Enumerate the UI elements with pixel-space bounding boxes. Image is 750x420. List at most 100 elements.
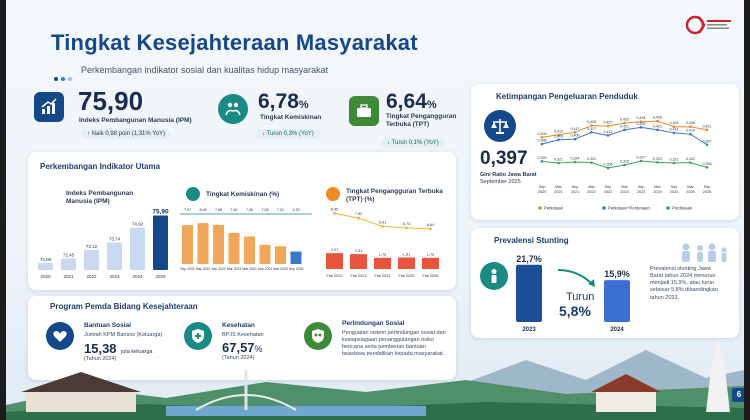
gini-x-tick-year: 2024 xyxy=(670,190,678,194)
gini-point-label: 0,306 xyxy=(604,163,613,167)
gini-legend-label: Perkotaan+Perdesaan xyxy=(608,206,650,211)
gini-point xyxy=(639,159,643,163)
kem-bar-label: 6,78 xyxy=(293,208,300,212)
tpt-label: Tingkat Pengangguran Terbuka (TPT) xyxy=(386,113,457,129)
gini-title: Ketimpangan Pengeluaran Penduduk xyxy=(496,92,638,101)
gini-point-label: 0,417 xyxy=(587,127,596,131)
gini-x-tick-year: 2025 xyxy=(703,190,711,194)
ipm-bar-chart: 72,09 2020 72,45 2021 73,12 2022 73,74 2023 74,9… xyxy=(38,208,169,279)
gini-x-tick-year: 2020 xyxy=(538,190,546,194)
tpt-change-badge: ↓ Turun 0,1% (YoY) xyxy=(381,138,445,148)
gini-point-label: 0,405 xyxy=(554,134,563,138)
tpt-line-label: 6,91 xyxy=(379,220,386,224)
kesehatan-sub: BPJS Kesehatan xyxy=(222,332,264,338)
ipm-x-tick: 2021 xyxy=(63,274,74,279)
tpt-bar xyxy=(326,253,343,269)
gini-legend-label: Perdesaan xyxy=(672,206,693,211)
gini-legend-label: Perkotaan xyxy=(544,206,564,211)
down-arrow-icon: ↓ xyxy=(262,131,267,137)
tpt-line-point xyxy=(357,216,360,220)
bansos-icon xyxy=(46,322,74,350)
stunting-x-tick: 2023 xyxy=(522,327,536,333)
gini-point-label: 0,412 xyxy=(604,130,613,134)
stunting-bar xyxy=(516,264,542,322)
ipm-bar xyxy=(130,227,145,270)
ipm-bar xyxy=(84,250,99,270)
gini-point xyxy=(623,121,626,125)
stunting-x-tick: 2024 xyxy=(610,327,624,333)
kem-bar xyxy=(275,246,286,264)
gini-point xyxy=(606,166,610,170)
gini-x-tick-year: 2021 xyxy=(554,190,562,194)
scale-icon xyxy=(484,110,516,142)
gini-point xyxy=(573,131,577,134)
gini-point xyxy=(705,143,709,147)
gini-point xyxy=(590,161,593,164)
kem-bar xyxy=(197,223,209,264)
kemiskinan-change-badge: ↓ Turun 0,3% (YoY) xyxy=(256,129,320,139)
gini-point-label: 0,326 xyxy=(538,156,547,160)
gini-point-label: 0,409 xyxy=(538,132,547,136)
kemiskinan-value: 6,78% xyxy=(258,90,309,113)
kem-bar xyxy=(213,224,224,264)
gini-point-label: 0,426 xyxy=(670,121,679,125)
gini-point xyxy=(689,125,692,129)
gini-legend-swatch xyxy=(602,206,606,210)
tpt-bar-label: 1,79 xyxy=(379,253,386,257)
gini-point xyxy=(623,163,626,167)
family-icon xyxy=(682,243,727,262)
gini-point-label: 0,398 xyxy=(538,139,547,143)
ipm-x-tick: 2023 xyxy=(109,274,120,279)
gini-point-label: 0,416 xyxy=(670,127,679,131)
gini-point xyxy=(606,124,610,128)
stunting-bar-chart: 21,7% 2023 15,9% 2024 xyxy=(516,254,630,333)
tpt-line-point xyxy=(333,211,336,215)
gini-point xyxy=(672,161,676,165)
gini-x-tick-month: Mar xyxy=(588,185,595,189)
gini-point-label: 0,406 xyxy=(571,134,580,138)
ipm-bar xyxy=(107,242,122,270)
tpt-bar-label: 2,07 xyxy=(331,248,338,252)
tpt-bar-label: 1,79 xyxy=(427,253,434,257)
kem-chart-title: Tingkat Kemiskinan (%) xyxy=(206,191,280,198)
gini-point-label: 0,322 xyxy=(686,157,695,161)
kem-bar xyxy=(182,225,193,264)
kominfo-logo xyxy=(686,15,731,35)
hands-people-icon xyxy=(218,94,248,124)
ipm-bar xyxy=(61,258,76,270)
kem-x-tick: Mar 2024 xyxy=(242,267,256,271)
ipm-bar xyxy=(38,262,53,270)
tpt-line-point xyxy=(381,224,384,228)
tpt-x-tick: Feb 2026 xyxy=(422,274,438,278)
kem-bar-label: 7,08 xyxy=(262,208,269,212)
gini-x-tick-month: Mar xyxy=(654,185,661,189)
gini-x-tick-month: Mar xyxy=(621,185,628,189)
gini-point xyxy=(590,124,593,127)
gini-point-label: 0,428 xyxy=(587,120,596,124)
ipm-chart-icon xyxy=(34,92,64,122)
gini-point-label: 0,315 xyxy=(620,160,629,164)
stunting-arrow xyxy=(557,269,593,285)
gini-point xyxy=(573,160,577,164)
kem-x-tick: Sep 2022 xyxy=(211,267,226,271)
gini-point xyxy=(705,128,709,132)
tpt-bar-label: 1,81 xyxy=(403,253,410,257)
gini-period: September 2025 xyxy=(480,179,521,185)
kem-bar xyxy=(244,236,255,264)
gini-point-label: 0,414 xyxy=(686,129,695,133)
gini-point xyxy=(557,133,560,137)
tpt-chart-title: Tingkat Pengangguran Terbuka (TPT) (%) xyxy=(346,188,443,204)
gini-legend-swatch xyxy=(666,206,670,210)
gini-point xyxy=(656,119,659,123)
gini-point xyxy=(689,132,692,136)
gini-x-tick-month: Sep xyxy=(572,185,579,189)
tpt-line-label: 6,74 xyxy=(403,222,410,226)
kem-x-tick: Mar 2025 xyxy=(273,267,287,271)
health-shield-icon xyxy=(184,322,212,350)
gini-point xyxy=(573,137,577,141)
kem-x-tick: Sep 2021 xyxy=(180,267,195,271)
tpt-bar xyxy=(350,254,367,269)
gini-point xyxy=(540,160,544,163)
indikator-title: Perkembangan Indikator Utama xyxy=(40,162,161,171)
ipm-bar-label: 74,92 xyxy=(132,222,144,227)
